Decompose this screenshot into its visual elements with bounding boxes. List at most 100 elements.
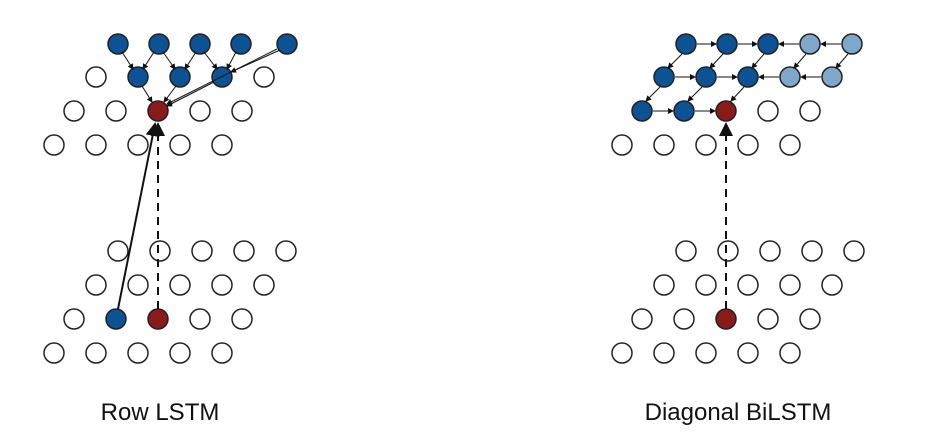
- dependency-arrow: [835, 53, 849, 69]
- context-pixel: [675, 33, 697, 55]
- empty-pixel: [127, 134, 149, 156]
- empty-pixel: [653, 274, 675, 296]
- empty-pixel: [43, 342, 65, 364]
- empty-pixel: [799, 100, 821, 122]
- dependency-arrow: [709, 53, 724, 69]
- empty-pixel: [757, 308, 779, 330]
- row-lstm-dependency-arrows: [121, 48, 281, 107]
- context-pixel: [757, 33, 779, 55]
- context-pixel: [107, 33, 129, 55]
- dependency-arrow: [793, 53, 807, 69]
- empty-pixel: [757, 100, 779, 122]
- empty-pixel: [275, 240, 297, 262]
- empty-pixel: [127, 342, 149, 364]
- dependency-arrow: [163, 85, 177, 103]
- empty-pixel: [211, 134, 233, 156]
- empty-pixel: [169, 342, 191, 364]
- backward-context-pixel: [779, 66, 801, 88]
- dependency-arrow: [751, 53, 765, 69]
- empty-pixel: [253, 274, 275, 296]
- empty-pixel: [799, 308, 821, 330]
- empty-pixel: [611, 134, 633, 156]
- empty-pixel: [169, 274, 191, 296]
- context-pixel: [276, 33, 298, 55]
- dependency-arrow: [166, 81, 215, 107]
- context-pixel: [673, 100, 695, 122]
- empty-pixel: [43, 134, 65, 156]
- empty-pixel: [779, 134, 801, 156]
- empty-pixel: [779, 274, 801, 296]
- current-pixel: [715, 308, 737, 330]
- empty-pixel: [169, 134, 191, 156]
- empty-pixel: [631, 308, 653, 330]
- context-pixel: [716, 33, 738, 55]
- diagonal-bilstm-caption: Diagonal BiLSTM: [645, 399, 832, 426]
- backward-context-pixel: [821, 66, 843, 88]
- empty-pixel: [189, 308, 211, 330]
- empty-pixel: [211, 274, 233, 296]
- context-pixel: [695, 66, 717, 88]
- empty-pixel: [85, 342, 107, 364]
- dependency-arrow: [184, 51, 197, 70]
- context-pixel: [105, 308, 127, 330]
- dependency-arrow: [121, 51, 134, 70]
- row-lstm-caption: Row LSTM: [101, 399, 220, 426]
- empty-pixel: [231, 308, 253, 330]
- dependency-arrow: [645, 86, 661, 102]
- empty-pixel: [63, 308, 85, 330]
- empty-pixel: [233, 240, 255, 262]
- context-pixel: [631, 100, 653, 122]
- empty-pixel: [675, 240, 697, 262]
- empty-pixel: [717, 240, 739, 262]
- context-pixel: [169, 66, 191, 88]
- empty-pixel: [801, 240, 823, 262]
- empty-pixel: [63, 100, 85, 122]
- empty-pixel: [85, 134, 107, 156]
- row-lstm-bottom-grid: [43, 240, 297, 364]
- dependency-arrow: [166, 48, 278, 105]
- current-pixel: [715, 100, 737, 122]
- row-lstm-panel: Row LSTM: [43, 33, 298, 426]
- empty-pixel: [107, 240, 129, 262]
- dependency-arrow: [141, 85, 153, 103]
- empty-pixel: [85, 274, 107, 296]
- dependency-arrow: [226, 51, 237, 70]
- row-lstm-big-arrows: [117, 122, 165, 310]
- empty-pixel: [611, 342, 633, 364]
- empty-pixel: [779, 342, 801, 364]
- empty-pixel: [843, 240, 865, 262]
- empty-pixel: [821, 274, 843, 296]
- backward-context-pixel: [799, 33, 821, 55]
- empty-pixel: [695, 134, 717, 156]
- empty-pixel: [149, 240, 171, 262]
- dependency-arrow: [730, 86, 745, 102]
- dependency-arrow: [162, 51, 176, 70]
- empty-pixel: [759, 240, 781, 262]
- dependency-arrow: [687, 86, 703, 102]
- diagonal-bilstm-bottom-grid: [611, 240, 865, 364]
- empty-pixel: [695, 274, 717, 296]
- empty-pixel: [127, 274, 149, 296]
- dependency-arrow: [142, 51, 155, 70]
- dependency-arrow: [203, 51, 218, 70]
- context-pixel: [127, 66, 149, 88]
- current-pixel: [147, 100, 169, 122]
- empty-pixel: [191, 240, 213, 262]
- context-pixel: [653, 66, 675, 88]
- dependency-arrow: [667, 53, 683, 69]
- context-pixel: [737, 66, 759, 88]
- empty-pixel: [189, 100, 211, 122]
- context-pixel: [148, 33, 170, 55]
- solid-arrow: [117, 122, 160, 310]
- empty-pixel: [653, 134, 675, 156]
- backward-context-pixel: [841, 33, 863, 55]
- context-pixel: [230, 33, 252, 55]
- empty-pixel: [737, 342, 759, 364]
- empty-pixel: [105, 100, 127, 122]
- empty-pixel: [85, 66, 107, 88]
- diagonal-bilstm-dependency-arrows: [645, 41, 849, 114]
- diagonal-bilstm-panel: Diagonal BiLSTM: [611, 33, 865, 426]
- current-pixel: [147, 308, 169, 330]
- context-pixel: [189, 33, 211, 55]
